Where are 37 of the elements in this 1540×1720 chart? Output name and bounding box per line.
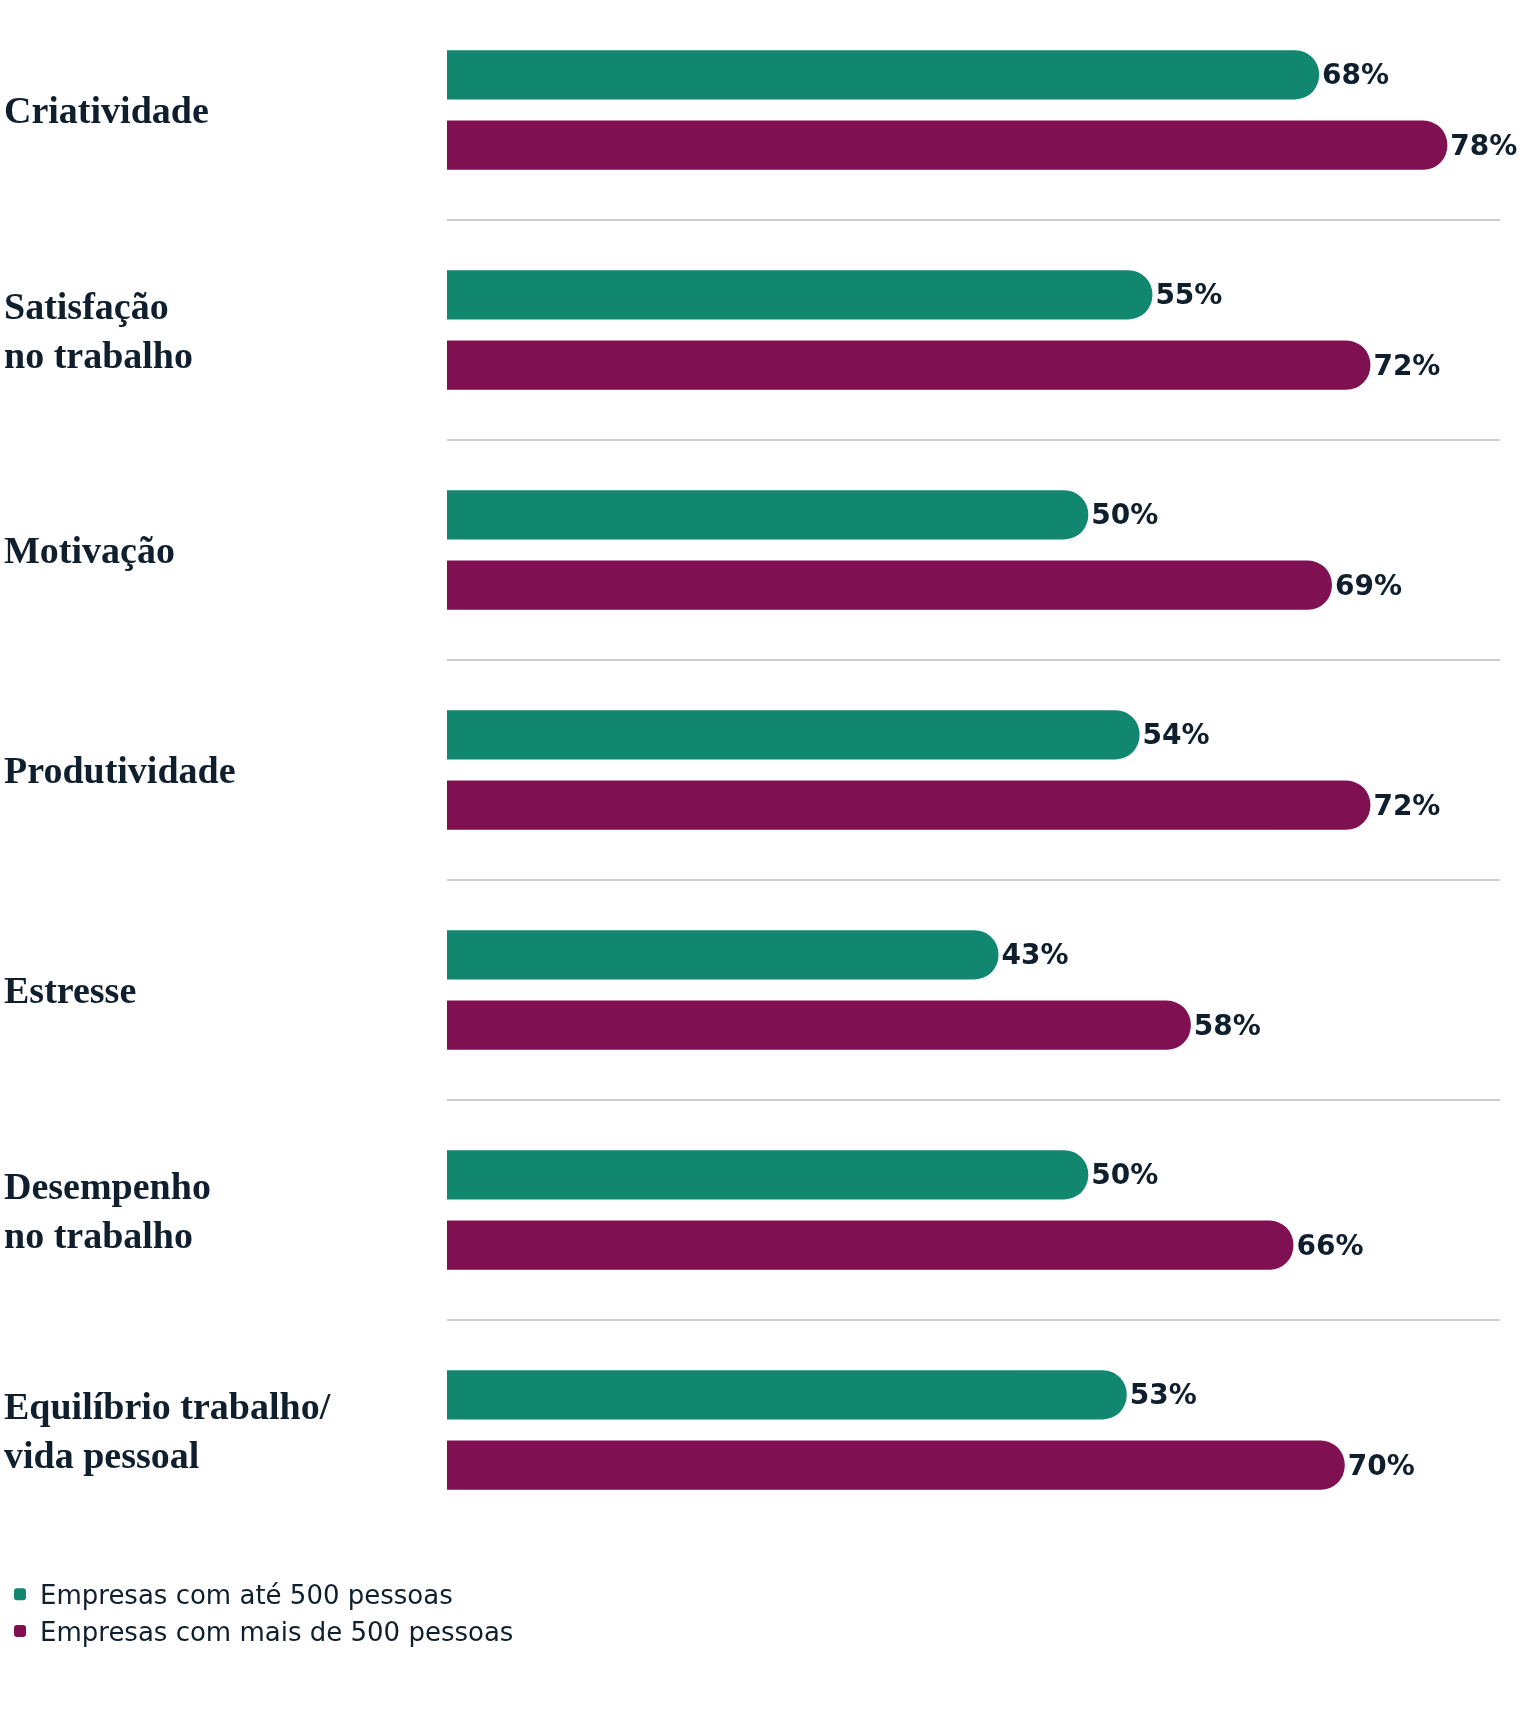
bar bbox=[447, 120, 1448, 170]
data-label: 55% bbox=[1155, 278, 1223, 312]
bar bbox=[447, 270, 1153, 320]
data-label: 53% bbox=[1129, 1378, 1197, 1412]
y-tick-label: Motivação bbox=[4, 529, 175, 571]
bar bbox=[447, 780, 1371, 830]
data-label: 50% bbox=[1091, 1158, 1159, 1192]
data-label: 58% bbox=[1193, 1008, 1261, 1042]
y-tick-label: Produtividade bbox=[4, 749, 236, 791]
data-label: 66% bbox=[1296, 1228, 1364, 1262]
data-label: 70% bbox=[1347, 1448, 1415, 1482]
bar bbox=[447, 560, 1332, 610]
bar bbox=[447, 710, 1140, 760]
bar bbox=[447, 340, 1371, 390]
bar bbox=[447, 1440, 1345, 1490]
y-tick-label: Equilíbrio trabalho/ vida pessoal bbox=[4, 1385, 331, 1477]
bar bbox=[447, 1220, 1294, 1270]
bar bbox=[447, 1150, 1089, 1200]
bar bbox=[447, 1370, 1127, 1420]
data-label: 72% bbox=[1373, 788, 1441, 822]
legend-label: Empresas com mais de 500 pessoas bbox=[40, 1617, 514, 1648]
data-label: 50% bbox=[1091, 498, 1159, 532]
bar bbox=[447, 490, 1089, 540]
data-label: 43% bbox=[1001, 938, 1069, 972]
bar bbox=[447, 930, 999, 980]
data-label: 68% bbox=[1322, 58, 1390, 92]
data-label: 54% bbox=[1142, 718, 1210, 752]
y-tick-label: Satisfação no trabalho bbox=[4, 285, 193, 377]
legend-label: Empresas com até 500 pessoas bbox=[40, 1580, 453, 1611]
y-tick-label: Desempenho no trabalho bbox=[4, 1165, 211, 1257]
y-tick-label: Estresse bbox=[4, 969, 137, 1011]
bar bbox=[447, 50, 1320, 100]
y-tick-label: Criatividade bbox=[4, 89, 209, 131]
bar bbox=[447, 1000, 1191, 1050]
data-label: 69% bbox=[1334, 568, 1402, 602]
data-label: 78% bbox=[1450, 128, 1518, 162]
data-label: 72% bbox=[1373, 348, 1441, 382]
